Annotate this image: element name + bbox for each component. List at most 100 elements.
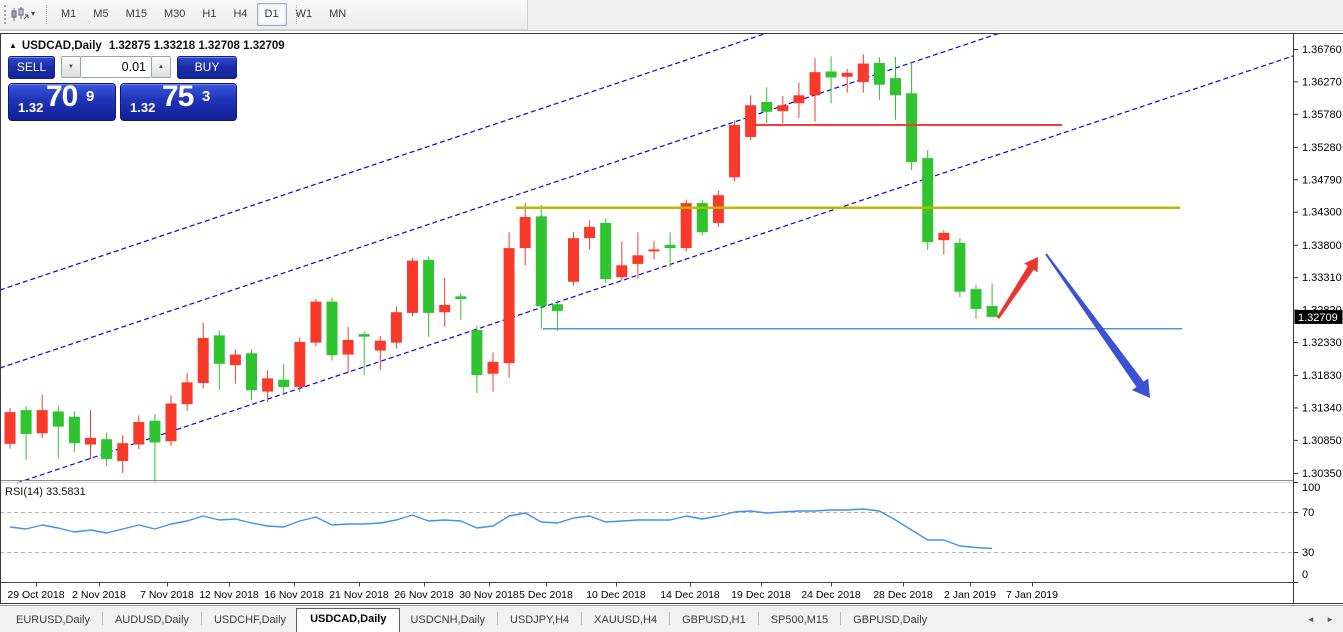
candle-body bbox=[36, 410, 48, 434]
trade-panel-top-row: SELL ▼ ▲ BUY bbox=[8, 56, 237, 79]
timeframe-button-D1[interactable]: D1 bbox=[256, 3, 287, 26]
candle bbox=[101, 432, 113, 467]
candle bbox=[825, 56, 837, 104]
candle-body bbox=[197, 338, 209, 383]
candle-body bbox=[487, 361, 499, 374]
tab-USDCNH-Daily[interactable]: USDCNH,Daily bbox=[410, 614, 486, 626]
volume-increase-button[interactable]: ▲ bbox=[151, 56, 171, 78]
timeframe-button-W1[interactable]: W1 bbox=[295, 8, 313, 20]
candle bbox=[809, 58, 821, 122]
tab-XAUUSD-H4[interactable]: XAUUSD,H4 bbox=[594, 614, 658, 626]
date-axis: 29 Oct 2018 2 Nov 2018 7 Nov 2018 12 Nov 20… bbox=[0, 582, 1293, 601]
current-price-tag-text: 1.32709 bbox=[1298, 312, 1338, 324]
candle-body bbox=[165, 403, 177, 442]
volume-input[interactable] bbox=[81, 56, 151, 78]
buy-button[interactable]: BUY bbox=[177, 56, 237, 79]
timeframe-button-M5[interactable]: M5 bbox=[93, 8, 109, 20]
candle bbox=[986, 283, 998, 317]
candle-body bbox=[455, 296, 467, 299]
candle-body bbox=[857, 63, 869, 83]
candle-body bbox=[52, 411, 64, 427]
candle bbox=[4, 408, 16, 449]
chart-type-icon[interactable] bbox=[11, 7, 29, 22]
date-tick-label: 16 Nov 2018 bbox=[264, 589, 324, 601]
tab-EURUSD-Daily[interactable]: EURUSD,Daily bbox=[16, 614, 90, 626]
candle-body bbox=[4, 412, 16, 444]
toolbar-grip[interactable] bbox=[4, 5, 6, 24]
trendlines-layer bbox=[0, 33, 1294, 484]
tab-scroll-nav: ◄ ► bbox=[1298, 615, 1334, 624]
rsi-tick-label: 70 bbox=[1302, 507, 1314, 519]
tab-GBPUSD-H1[interactable]: GBPUSD,H1 bbox=[682, 614, 746, 626]
candle bbox=[342, 326, 354, 374]
tab-scroll-right-icon[interactable]: ► bbox=[1326, 615, 1334, 624]
timeframe-button-M15[interactable]: M15 bbox=[125, 8, 147, 20]
tab-separator bbox=[669, 612, 671, 625]
candle bbox=[616, 241, 628, 281]
tab-scroll-left-icon[interactable]: ◄ bbox=[1306, 615, 1315, 624]
date-tick-label: 21 Nov 2018 bbox=[329, 589, 389, 601]
candle-body bbox=[423, 259, 435, 313]
price-tick-label: 1.31340 bbox=[1302, 402, 1342, 414]
blue-down-arrow[interactable] bbox=[1045, 253, 1150, 398]
candle bbox=[229, 349, 241, 384]
red-up-arrow[interactable] bbox=[996, 257, 1038, 319]
candle-body bbox=[310, 301, 322, 343]
tab-separator bbox=[200, 612, 202, 625]
candle-body bbox=[600, 222, 612, 280]
candle bbox=[551, 300, 563, 331]
candle-body bbox=[342, 340, 354, 355]
candle-body bbox=[439, 304, 451, 313]
candles-layer bbox=[4, 54, 998, 483]
candle-body bbox=[246, 353, 257, 391]
channel-lower-line[interactable] bbox=[16, 55, 1294, 484]
volume-decrease-button[interactable]: ▼ bbox=[61, 56, 81, 78]
candle bbox=[873, 56, 885, 100]
candle-body bbox=[664, 244, 676, 249]
candle bbox=[890, 56, 901, 120]
tab-SP500-M15[interactable]: SP500,M15 bbox=[770, 614, 829, 626]
tab-USDCHF-Daily[interactable]: USDCHF,Daily bbox=[213, 614, 287, 626]
tab-USDCAD-Daily[interactable]: USDCAD,Daily bbox=[296, 608, 401, 632]
candle-body bbox=[745, 105, 757, 137]
candle-body bbox=[503, 248, 515, 364]
collapse-marker-icon[interactable]: ▲ bbox=[9, 41, 17, 50]
date-tick-label: 7 Nov 2018 bbox=[140, 589, 194, 601]
price-axis[interactable]: 1.36760 1.36270 1.35780 1.35280 1.34790 1.343… bbox=[1293, 44, 1342, 583]
candle-body bbox=[20, 410, 32, 434]
date-tick-label: 14 Dec 2018 bbox=[660, 589, 720, 601]
tab-AUDUSD-Daily[interactable]: AUDUSD,Daily bbox=[114, 614, 189, 626]
sell-button[interactable]: SELL bbox=[8, 56, 55, 79]
price-tick-label: 1.31830 bbox=[1302, 370, 1342, 382]
candle bbox=[777, 95, 789, 124]
toolbar: ▾ M1 M5 M15 M30 H1 H4 D1 W1 MN bbox=[0, 0, 1343, 31]
candle-body bbox=[873, 62, 885, 85]
candle bbox=[519, 203, 531, 266]
chart-canvas[interactable]: 29 Oct 2018 2 Nov 2018 7 Nov 2018 12 Nov 20… bbox=[0, 33, 1343, 604]
tab-GBPUSD-Daily[interactable]: GBPUSD,Daily bbox=[853, 614, 928, 626]
timeframe-button-H1[interactable]: H1 bbox=[202, 8, 217, 20]
candle bbox=[439, 277, 451, 327]
candle bbox=[632, 232, 644, 279]
timeframe-button-M1[interactable]: M1 bbox=[61, 8, 77, 20]
channel-upper-line[interactable] bbox=[0, 33, 768, 291]
horizontal-lines-layer bbox=[516, 124, 1182, 330]
timeframe-button-H4[interactable]: H4 bbox=[233, 8, 248, 20]
candle-body bbox=[922, 158, 934, 243]
sell-quote-panel[interactable]: 1.32 70 9 bbox=[8, 80, 116, 121]
tab-USDJPY-H4[interactable]: USDJPY,H4 bbox=[510, 614, 570, 626]
candle-body bbox=[262, 378, 274, 392]
toolbar-dropdown-caret[interactable]: ▾ bbox=[31, 9, 36, 18]
price-tick-label: 1.32330 bbox=[1302, 337, 1342, 349]
timeframe-button-M30[interactable]: M30 bbox=[163, 8, 186, 20]
candle bbox=[181, 373, 193, 411]
tab-separator bbox=[581, 612, 583, 625]
candle bbox=[36, 394, 48, 438]
buy-quote-panel[interactable]: 1.32 75 3 bbox=[120, 80, 237, 121]
price-tick-label: 1.34300 bbox=[1302, 207, 1342, 219]
timeframe-button-MN[interactable]: MN bbox=[329, 8, 347, 20]
candle-body bbox=[374, 340, 386, 351]
candle bbox=[535, 205, 547, 329]
candle bbox=[503, 232, 515, 378]
price-tick-label: 1.33310 bbox=[1302, 272, 1342, 284]
